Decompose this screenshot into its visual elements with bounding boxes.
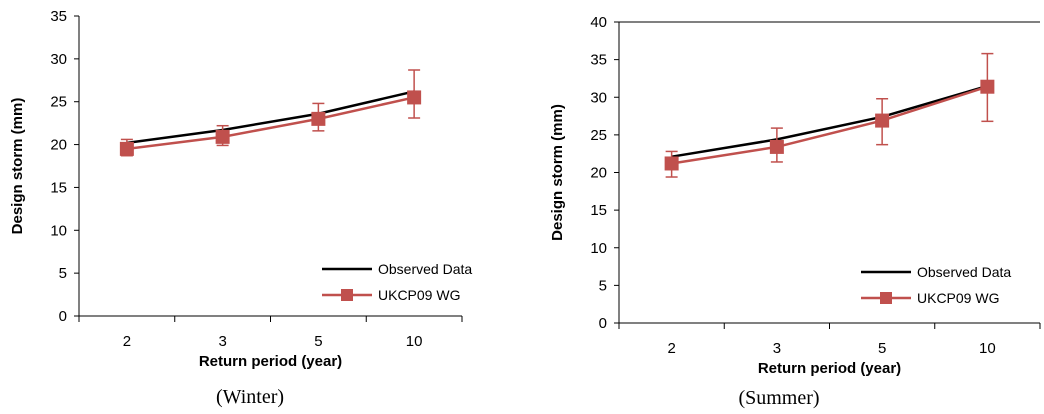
series-line-observed <box>671 84 988 158</box>
x-tick-label: 2 <box>667 340 675 357</box>
data-point-marker <box>769 139 784 154</box>
x-tick-label: 3 <box>773 340 781 357</box>
data-point-marker <box>215 129 230 144</box>
y-tick-label: 35 <box>50 8 67 25</box>
y-tick-label: 0 <box>599 315 607 332</box>
y-tick-label: 15 <box>50 179 67 196</box>
data-point-marker <box>311 111 326 126</box>
legend-label-ukcp09: UKCP09 WG <box>917 290 999 306</box>
y-tick-label: 0 <box>59 308 67 325</box>
x-axis-title: Return period (year) <box>199 353 342 370</box>
x-tick-label: 2 <box>123 333 131 350</box>
x-tick-label: 5 <box>314 333 322 350</box>
y-tick-label: 20 <box>590 165 607 182</box>
data-point-marker <box>980 79 995 94</box>
x-tick-label: 3 <box>218 333 226 350</box>
y-axis-title: Design storm (mm) <box>9 98 26 235</box>
y-tick-label: 35 <box>590 52 607 69</box>
y-tick-label: 5 <box>59 265 67 282</box>
legend-label-observed: Observed Data <box>917 264 1011 280</box>
y-tick-label: 10 <box>590 240 607 257</box>
legend-label-observed: Observed Data <box>378 261 472 277</box>
y-tick-label: 25 <box>50 94 67 111</box>
chart-caption: (Summer) <box>738 387 819 409</box>
chart-caption: (Winter) <box>216 386 284 408</box>
y-tick-label: 25 <box>590 127 607 144</box>
y-tick-label: 30 <box>590 89 607 106</box>
x-tick-label: 10 <box>979 340 996 357</box>
y-axis-title: Design storm (mm) <box>549 104 566 241</box>
data-point-marker <box>407 90 422 105</box>
y-tick-label: 20 <box>50 137 67 154</box>
legend: Observed Data UKCP09 WG <box>861 264 1011 306</box>
y-tick-label: 5 <box>599 277 607 294</box>
series-line-ukcp09 <box>671 85 988 165</box>
legend: Observed Data UKCP09 WG <box>322 261 472 303</box>
data-point-marker <box>119 141 134 156</box>
x-axis-title: Return period (year) <box>758 360 901 377</box>
x-tick-label: 10 <box>406 333 423 350</box>
legend-label-ukcp09: UKCP09 WG <box>378 287 460 303</box>
y-tick-label: 10 <box>50 222 67 239</box>
x-tick-label: 5 <box>878 340 886 357</box>
legend-marker-ukcp09 <box>880 292 892 304</box>
series-line-observed <box>126 90 415 145</box>
data-point-marker <box>664 156 679 171</box>
series-line-ukcp09 <box>126 96 415 151</box>
y-tick-label: 15 <box>590 202 607 219</box>
data-point-marker <box>875 113 890 128</box>
y-tick-label: 40 <box>590 14 607 31</box>
y-tick-label: 30 <box>50 51 67 68</box>
legend-marker-ukcp09 <box>341 289 353 301</box>
